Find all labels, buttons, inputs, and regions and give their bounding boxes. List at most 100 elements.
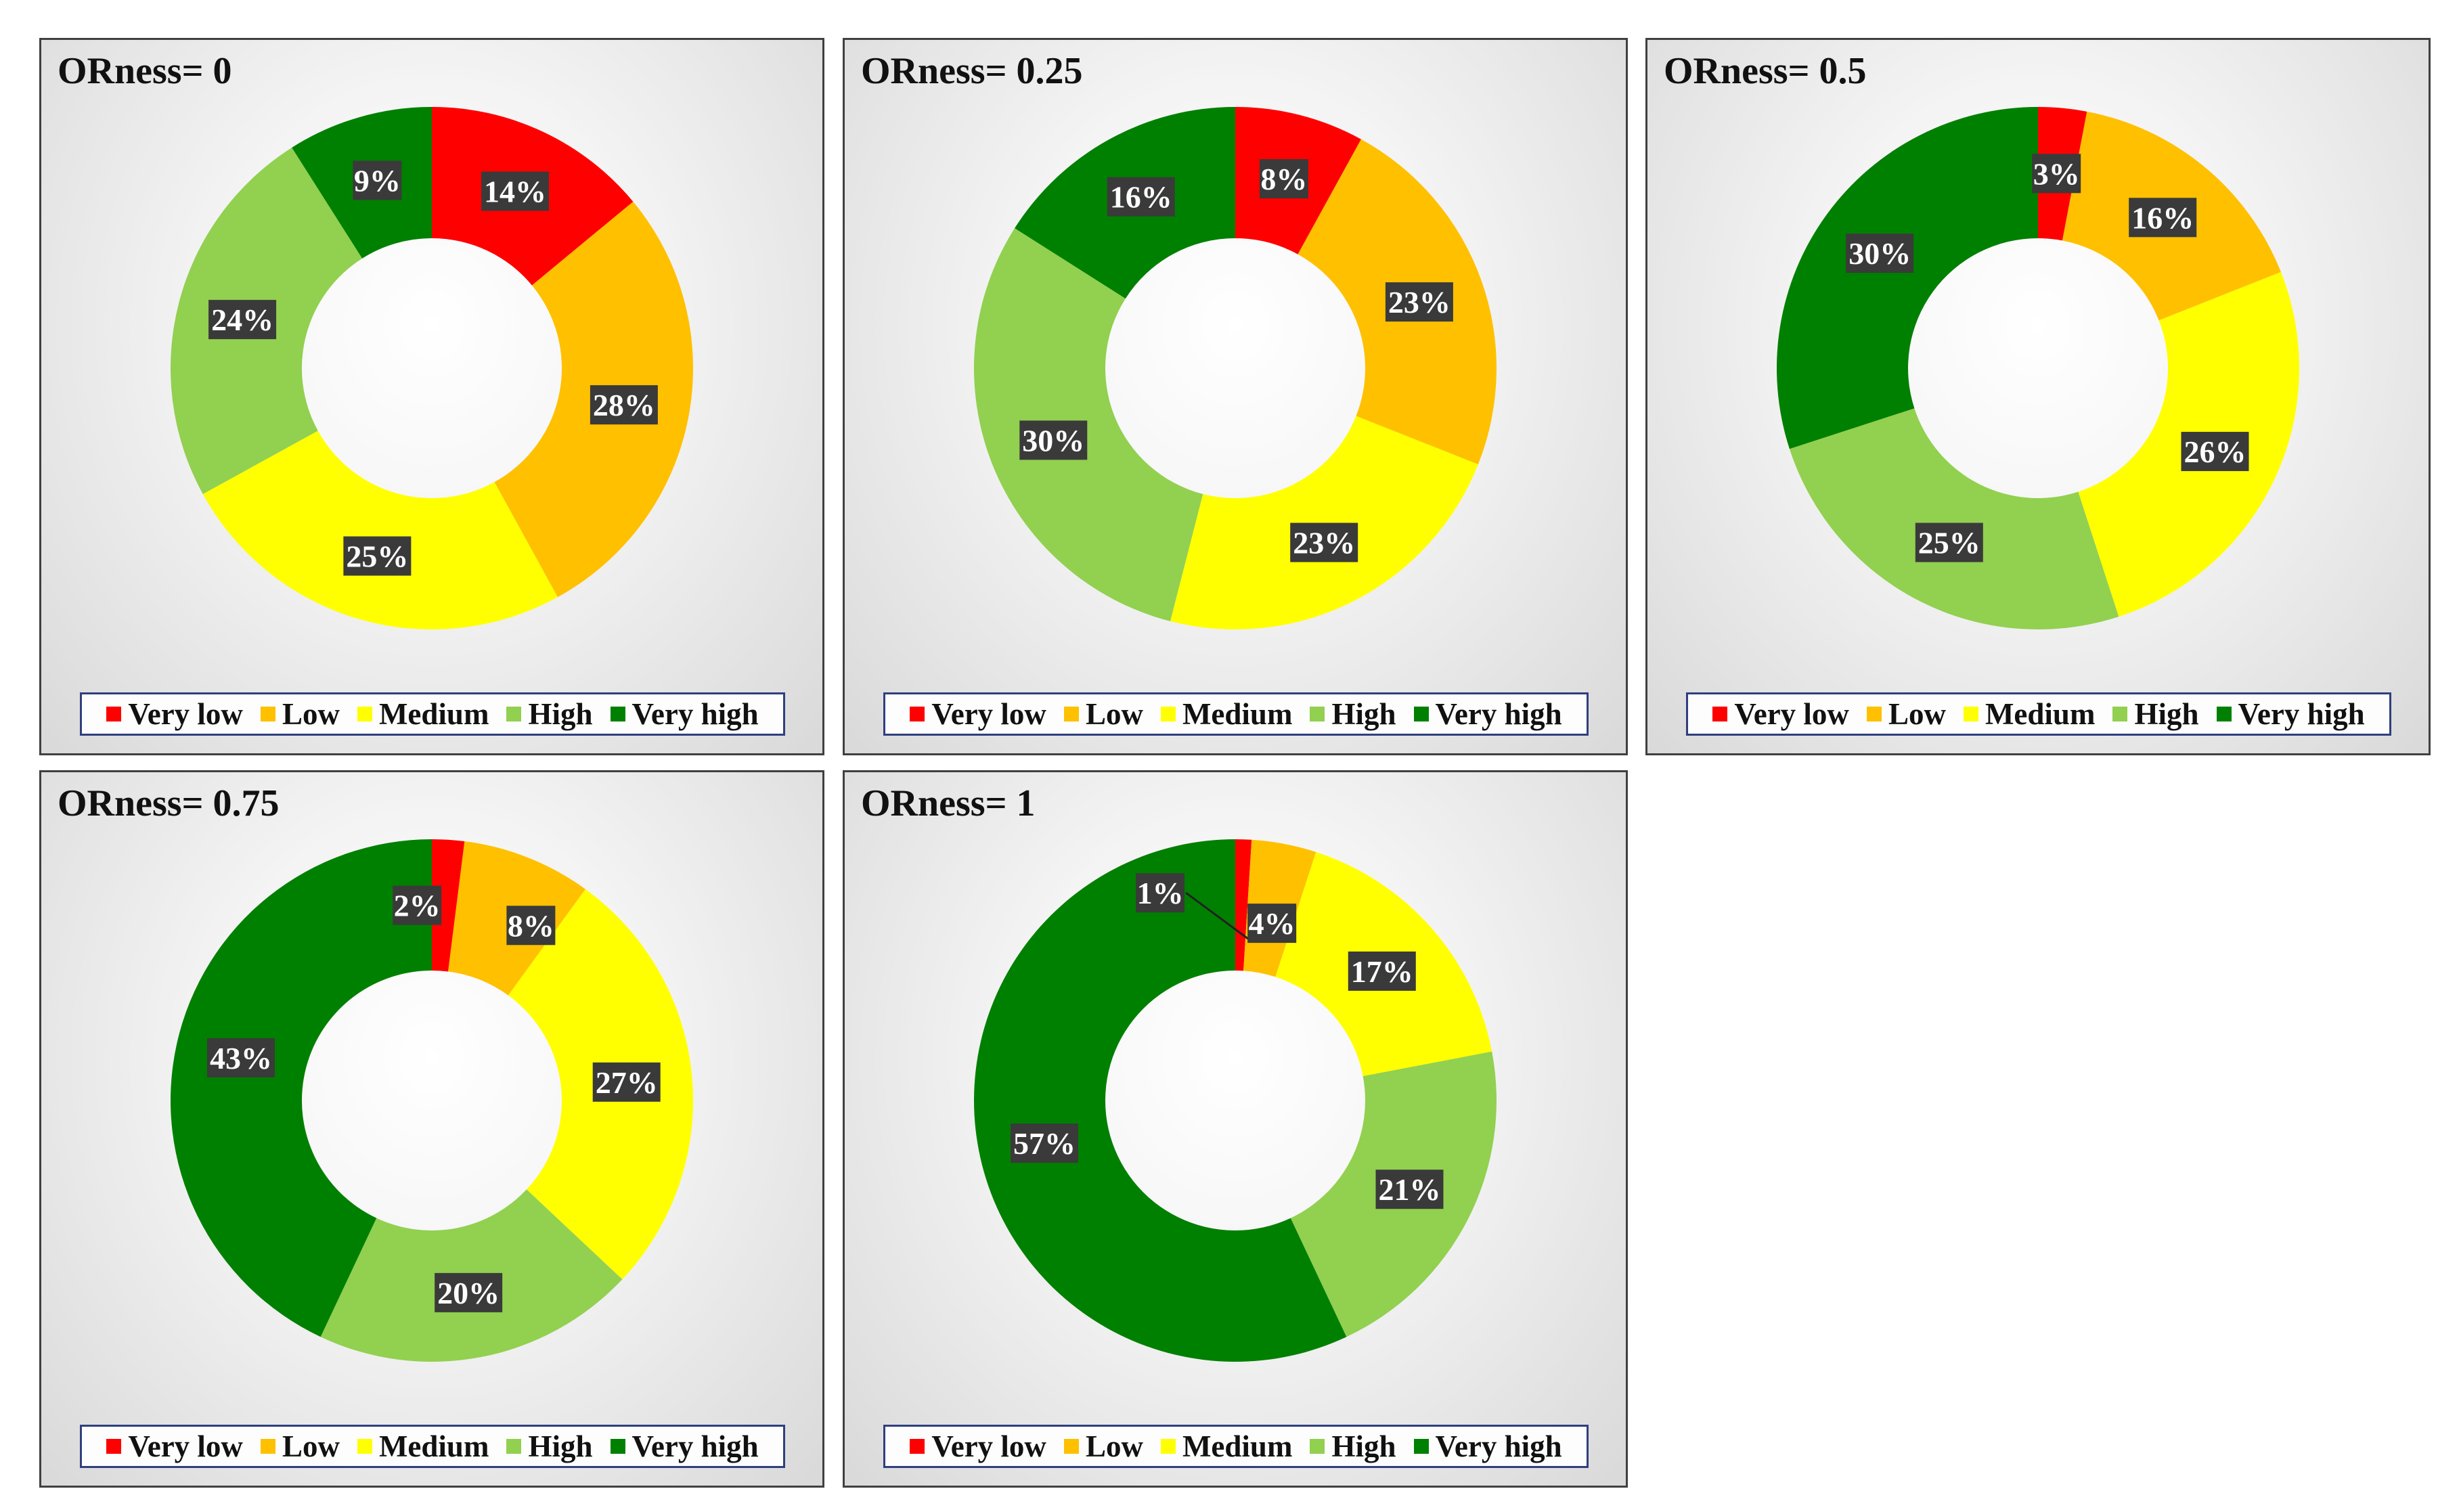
svg-text:8%: 8% <box>508 908 554 943</box>
legend-item-very-high: Very high <box>1413 1429 1562 1464</box>
chart-legend: Very low Low Medium High Very high <box>1686 692 2391 736</box>
legend-label: Very low <box>1734 697 1849 731</box>
data-label: 14% <box>481 171 550 211</box>
data-label: 16% <box>1107 177 1175 217</box>
svg-text:16%: 16% <box>1110 180 1172 215</box>
legend-swatch <box>1160 1439 1176 1454</box>
chart-title: ORness= 1 <box>861 782 1036 824</box>
donut-chart: 3% 16% 26% 25% 30% <box>1777 107 2299 629</box>
svg-text:24%: 24% <box>211 303 273 337</box>
legend-label: Low <box>1085 1429 1143 1463</box>
legend-label: Medium <box>1182 697 1293 731</box>
data-label: 23% <box>1385 282 1453 322</box>
svg-text:25%: 25% <box>1918 526 1980 560</box>
legend-swatch <box>1063 707 1079 721</box>
donut-chart: 1% 4% 17% 21% 57% <box>974 839 1497 1362</box>
legend-label: High <box>2134 697 2199 731</box>
legend-item-high: High <box>1310 696 1396 732</box>
legend-label: Very low <box>931 697 1046 731</box>
svg-text:8%: 8% <box>1260 162 1307 196</box>
data-label: 17% <box>1348 951 1416 991</box>
legend-label: Medium <box>1985 697 2096 731</box>
legend-item-very-low: Very low <box>910 696 1046 732</box>
legend-label: Medium <box>378 697 489 731</box>
legend-item-low: Low <box>1866 696 1946 732</box>
legend-item-low: Low <box>1063 1429 1143 1464</box>
data-label: 2% <box>393 885 442 925</box>
chart-legend: Very low Low Medium High Very high <box>883 692 1589 736</box>
legend-item-low: Low <box>260 696 340 732</box>
svg-text:4%: 4% <box>1249 906 1295 941</box>
data-label: 28% <box>590 385 658 425</box>
chart-title: ORness= 0.25 <box>861 50 1083 92</box>
legend-item-medium: Medium <box>1160 696 1293 732</box>
donut-slice-medium <box>1170 416 1478 629</box>
legend-item-very-high: Very high <box>610 1429 759 1464</box>
legend-item-low: Low <box>1063 696 1143 732</box>
legend-label: Low <box>282 1429 340 1463</box>
data-label: 21% <box>1375 1170 1444 1209</box>
legend-swatch <box>357 707 372 721</box>
legend-label: Very low <box>128 1429 243 1463</box>
data-label: 1% <box>1136 873 1249 940</box>
svg-text:43%: 43% <box>210 1041 272 1075</box>
svg-text:23%: 23% <box>1388 285 1450 319</box>
donut-chart: 14% 28% 25% 24% 9% <box>171 107 693 629</box>
svg-text:23%: 23% <box>1293 526 1355 560</box>
svg-text:20%: 20% <box>437 1276 500 1310</box>
legend-swatch <box>2216 707 2232 721</box>
chart-legend: Very low Low Medium High Very high <box>80 692 785 736</box>
data-label: 23% <box>1290 522 1358 562</box>
data-label: 24% <box>208 300 277 340</box>
legend-label: Very low <box>128 697 243 731</box>
legend-swatch <box>610 1439 625 1454</box>
data-label: 8% <box>1259 159 1308 199</box>
donut-chart: 8% 23% 23% 30% 16% <box>974 106 1497 629</box>
chart-title: ORness= 0 <box>58 50 232 92</box>
data-label: 16% <box>2129 198 2197 238</box>
legend-swatch <box>910 707 925 721</box>
chart-legend: Very low Low Medium High Very high <box>883 1425 1589 1468</box>
data-label: 30% <box>1846 234 1914 273</box>
legend-swatch <box>1712 707 1728 721</box>
legend-swatch <box>106 707 122 721</box>
data-label: 20% <box>435 1272 503 1312</box>
data-label: 3% <box>2032 154 2081 194</box>
legend-label: High <box>1331 1429 1396 1463</box>
legend-label: Very high <box>1435 697 1562 731</box>
svg-text:57%: 57% <box>1013 1126 1076 1161</box>
legend-item-medium: Medium <box>1160 1429 1293 1464</box>
legend-swatch <box>260 707 275 721</box>
legend-item-very-low: Very low <box>106 696 243 732</box>
legend-swatch <box>1160 707 1176 721</box>
legend-item-high: High <box>1310 1429 1396 1464</box>
data-label: 30% <box>1019 420 1088 460</box>
data-label: 4% <box>1247 904 1297 943</box>
legend-item-medium: Medium <box>1963 696 2096 732</box>
data-label: 25% <box>1915 522 1983 562</box>
legend-swatch <box>506 707 522 721</box>
legend-swatch <box>506 1439 522 1454</box>
legend-swatch <box>1063 1439 1079 1454</box>
chart-legend: Very low Low Medium High Very high <box>80 1425 785 1468</box>
svg-text:2%: 2% <box>394 889 441 923</box>
chart-panel-orness-0-25: ORness= 0.25 8% 23% 23% 30% 16% Very low Low M… <box>843 38 1628 755</box>
legend-label: High <box>528 1429 593 1463</box>
svg-text:28%: 28% <box>593 388 655 422</box>
donut-slice-very-low <box>1235 839 1252 971</box>
legend-item-very-low: Very low <box>910 1429 1046 1464</box>
donut-slice-very-high <box>1777 107 2038 449</box>
chart-panel-orness-0-5: ORness= 0.5 3% 16% 26% 25% 30% Very low Low Me… <box>1645 38 2431 755</box>
legend-swatch <box>1310 1439 1325 1454</box>
svg-text:14%: 14% <box>484 175 546 209</box>
legend-item-medium: Medium <box>357 1429 489 1464</box>
data-label: 27% <box>592 1062 661 1102</box>
svg-text:9%: 9% <box>354 163 401 198</box>
legend-label: Medium <box>1182 1429 1293 1463</box>
legend-item-high: High <box>506 696 593 732</box>
svg-text:30%: 30% <box>1022 423 1084 458</box>
legend-label: High <box>1331 697 1396 731</box>
legend-label: Very low <box>931 1429 1046 1463</box>
data-label: 57% <box>1010 1124 1078 1163</box>
legend-swatch <box>1866 707 1882 721</box>
